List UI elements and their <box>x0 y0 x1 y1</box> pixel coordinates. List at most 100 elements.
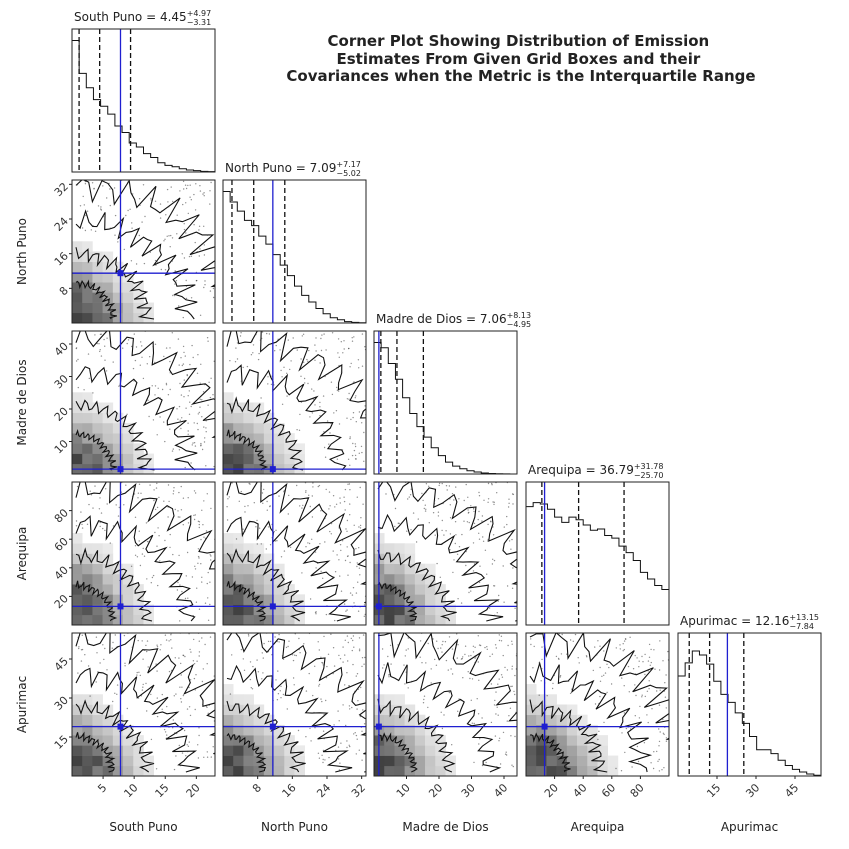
scatter-point <box>444 641 447 643</box>
scatter-point <box>310 740 312 742</box>
contour-level-1 <box>75 428 118 471</box>
scatter-point <box>210 181 212 184</box>
scatter-point <box>334 619 336 622</box>
scatter-point <box>647 660 650 662</box>
y-tick-label: 30 <box>52 694 71 713</box>
scatter-point <box>393 494 395 496</box>
scatter-point <box>663 690 665 692</box>
scatter-point <box>301 572 303 574</box>
density-cell <box>425 584 436 595</box>
scatter-point <box>484 646 486 649</box>
scatter-point <box>353 524 355 526</box>
scatter-point <box>170 639 172 641</box>
scatter-point <box>309 727 311 730</box>
scatter-point <box>206 756 209 758</box>
panel-frame <box>373 330 518 475</box>
density-cell <box>102 312 114 323</box>
density-cell <box>384 594 395 605</box>
scatter-point <box>98 508 101 510</box>
panel-title-median: = 7.09 <box>292 161 336 175</box>
scatter-point <box>243 669 246 671</box>
density-cell <box>243 694 254 705</box>
scatter-point <box>145 644 147 647</box>
scatter-point <box>441 644 443 646</box>
scatter-point <box>146 650 148 653</box>
scatter-point <box>240 648 243 651</box>
scatter-point <box>188 741 190 743</box>
scatter-point <box>75 347 78 350</box>
scatter-point <box>646 690 649 692</box>
scatter-point <box>561 633 563 636</box>
scatter-point <box>302 536 304 538</box>
scatter-point <box>653 649 655 651</box>
scatter-point <box>324 456 327 458</box>
scatter-point <box>117 241 119 243</box>
scatter-point <box>291 654 294 656</box>
density-cell <box>243 563 254 575</box>
scatter-point <box>647 670 649 672</box>
scatter-point <box>468 521 470 524</box>
scatter-point <box>320 656 322 658</box>
density-cell <box>253 433 265 444</box>
scatter-point <box>156 506 159 509</box>
scatter-point <box>346 417 348 419</box>
density-cell <box>384 724 395 736</box>
scatter-point <box>159 217 162 219</box>
scatter-point <box>436 562 438 565</box>
scatter-point <box>338 527 340 529</box>
scatter-point <box>314 344 316 346</box>
scatter-point <box>619 644 621 646</box>
scatter-point <box>196 587 198 589</box>
scatter-point <box>156 670 158 672</box>
density-cell <box>123 433 134 444</box>
contour-level-4 <box>529 633 669 740</box>
scatter-point <box>344 684 346 686</box>
density-cell <box>384 584 395 595</box>
density-cell <box>123 584 134 595</box>
density-cell <box>274 443 285 454</box>
scatter-point <box>396 527 398 529</box>
scatter-point <box>240 380 243 382</box>
scatter-point <box>139 564 142 567</box>
scatter-point <box>411 680 413 683</box>
y-tick-label: 80 <box>52 506 71 525</box>
density-cell <box>82 282 93 293</box>
scatter-point <box>297 729 300 732</box>
density-cell <box>82 573 93 585</box>
scatter-point <box>84 654 86 656</box>
density-cell <box>233 563 244 575</box>
scatter-point <box>623 685 625 687</box>
scatter-point <box>136 556 139 558</box>
scatter-point <box>194 565 196 567</box>
scatter-point <box>97 671 99 673</box>
density-cell <box>404 614 416 625</box>
scatter-point <box>242 366 244 369</box>
density-cell <box>587 765 598 776</box>
panel-content <box>526 482 669 625</box>
scatter-point <box>482 673 484 675</box>
density-cell <box>112 443 124 454</box>
density-cell <box>243 543 254 554</box>
scatter-point <box>176 589 179 591</box>
scatter-point <box>474 657 476 659</box>
scatter-point <box>615 647 617 649</box>
density-cell <box>112 453 124 465</box>
scatter-point <box>298 429 301 431</box>
scatter-point <box>598 730 600 732</box>
scatter-point <box>180 509 183 511</box>
density-cell <box>394 604 405 616</box>
density-cell <box>72 402 83 414</box>
scatter-point <box>142 184 145 186</box>
scatter-point <box>621 732 623 734</box>
scatter-point <box>114 692 116 694</box>
scatter-point <box>141 640 143 642</box>
scatter-point <box>157 584 159 587</box>
scatter-point <box>203 225 205 227</box>
scatter-point <box>347 574 349 576</box>
x-tick-label: 32 <box>349 781 368 800</box>
density-cell <box>72 614 83 625</box>
scatter-point <box>176 233 178 235</box>
scatter-point <box>169 533 171 536</box>
scatter-point <box>87 353 90 355</box>
density-cell <box>263 553 275 565</box>
